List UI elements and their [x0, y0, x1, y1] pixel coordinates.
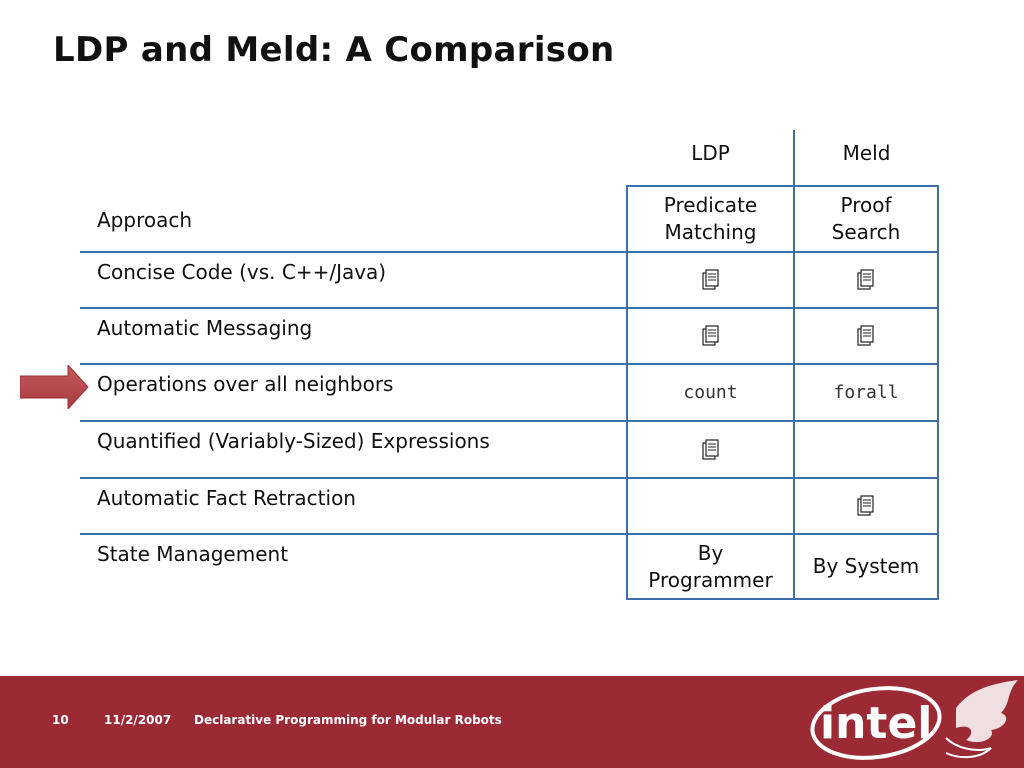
footer-page-number: 10: [52, 713, 69, 727]
column-header-meld: Meld: [842, 141, 891, 165]
header-divider: [793, 130, 795, 186]
clipboard-check-icon: [701, 325, 719, 346]
footer-title: Declarative Programming for Modular Robo…: [194, 713, 502, 727]
grid-line: [937, 185, 939, 600]
cell-state-management-meld: By System: [812, 554, 920, 578]
footer-date: 11/2/2007: [104, 713, 172, 727]
grid-line: [80, 420, 939, 422]
cell-text: Predicate Matching: [663, 193, 758, 244]
clipboard-check-icon: [857, 269, 874, 290]
cell-state-management-ldp: By Programmer: [628, 535, 793, 598]
intel-logo: intel: [810, 680, 1018, 760]
arrow-right-icon: [20, 365, 89, 409]
clipboard-check-icon: [701, 438, 719, 460]
grid-line: [80, 477, 939, 479]
cell-concise-code-meld: [795, 253, 937, 307]
cell-text: By Programmer: [648, 540, 773, 592]
cell-automatic-messaging-meld: [795, 309, 937, 363]
column-header-ldp: LDP: [691, 141, 730, 165]
row-label-quantified-expressions: Quantified (Variably-Sized) Expressions: [97, 429, 490, 453]
slide-title: LDP and Meld: A Comparison: [53, 30, 615, 70]
grid-line: [80, 251, 939, 253]
row-label-fact-retraction: Automatic Fact Retraction: [97, 486, 356, 510]
cell-fact-retraction-meld: [795, 479, 937, 533]
clipboard-check-icon: [857, 495, 874, 516]
svg-text:intel: intel: [820, 698, 932, 749]
cell-concise-code-ldp: [628, 253, 793, 307]
cell-operations-ldp: count: [683, 382, 738, 403]
grid-line: [793, 185, 795, 600]
grid-line: [626, 598, 939, 600]
cell-approach-ldp: Predicate Matching: [628, 187, 793, 251]
row-label-automatic-messaging: Automatic Messaging: [97, 316, 313, 340]
grid-line: [80, 363, 939, 365]
cell-quantified-ldp: [628, 422, 793, 477]
grid-line: [626, 185, 939, 187]
cell-automatic-messaging-ldp: [628, 309, 793, 363]
cell-operations-meld: forall: [833, 382, 899, 403]
cell-text: Proof Search: [831, 193, 901, 244]
cell-approach-meld: Proof Search: [795, 187, 937, 251]
row-label-operations-neighbors: Operations over all neighbors: [97, 372, 394, 396]
grid-line: [626, 185, 628, 600]
grid-line: [80, 307, 939, 309]
grid-line: [80, 533, 939, 535]
row-label-concise-code: Concise Code (vs. C++/Java): [97, 260, 387, 284]
clipboard-check-icon: [857, 325, 874, 346]
row-label-state-management: State Management: [97, 542, 289, 566]
clipboard-check-icon: [701, 269, 719, 290]
row-label-approach: Approach: [97, 208, 193, 232]
